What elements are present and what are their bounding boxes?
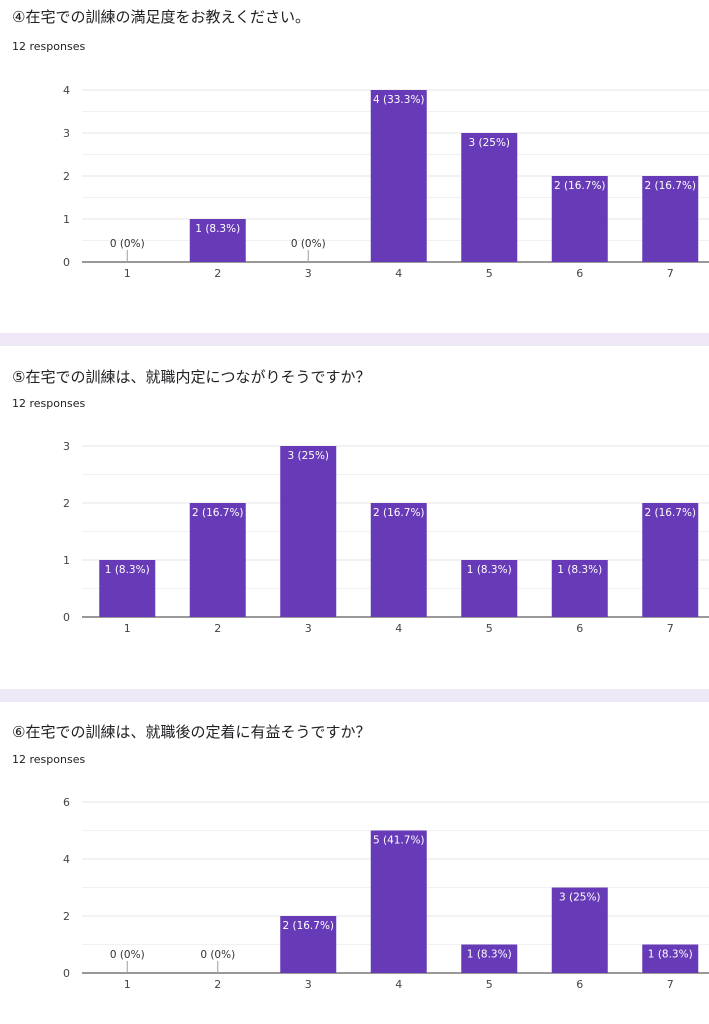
chart-q4: 0 1 2 3 4 0 (0%) 1 1 (8.3%) 2 0 (0%) 3 4 (33.3%) 4 3 … <box>63 84 709 280</box>
x-tick-label: 7 <box>667 978 674 991</box>
x-tick-label: 3 <box>305 622 312 635</box>
data-label: 0 (0%) <box>291 238 326 250</box>
bar <box>370 503 427 617</box>
y-tick-label: 4 <box>63 853 70 866</box>
y-tick-label: 3 <box>63 440 70 453</box>
data-label: 0 (0%) <box>200 949 235 961</box>
y-tick-label: 0 <box>63 967 70 980</box>
data-label: 2 (16.7%) <box>554 180 606 192</box>
x-tick-label: 4 <box>395 978 402 991</box>
data-label: 2 (16.7%) <box>644 507 696 519</box>
data-label: 4 (33.3%) <box>373 94 425 106</box>
x-tick-label: 4 <box>395 622 402 635</box>
data-label: 2 (16.7%) <box>373 507 425 519</box>
bar <box>551 176 608 262</box>
y-tick-label: 4 <box>63 84 70 97</box>
y-tick-label: 3 <box>63 127 70 140</box>
bar <box>461 133 518 262</box>
question-title: ⑤在宅での訓練は、就職内定につながりそうですか？ <box>12 368 371 386</box>
bar <box>99 560 156 617</box>
x-tick-label: 6 <box>576 978 583 991</box>
x-tick-label: 5 <box>486 978 493 991</box>
data-label: 1 (8.3%) <box>195 223 240 235</box>
y-tick-label: 2 <box>63 170 70 183</box>
x-tick-label: 4 <box>395 267 402 280</box>
data-label: 3 (25%) <box>559 892 601 904</box>
question-card-5: 0 1 2 3 1 (8.3%) 1 2 (16.7%) 2 3 (25%) 3 2 (16.7%)… <box>0 346 709 689</box>
bar <box>189 219 246 262</box>
x-tick-label: 6 <box>576 267 583 280</box>
question-card-4: 0 1 2 3 4 0 (0%) 1 1 (8.3%) 2 0 (0%) 3 4 (33.3%) 4 3 … <box>0 0 709 333</box>
x-tick-label: 5 <box>486 267 493 280</box>
response-count: 12 responses <box>12 40 86 53</box>
bar <box>370 830 427 973</box>
x-tick-label: 2 <box>214 267 221 280</box>
bar <box>642 944 699 973</box>
bar <box>551 887 608 973</box>
data-label: 2 (16.7%) <box>644 180 696 192</box>
bar <box>642 176 699 262</box>
data-label: 1 (8.3%) <box>105 564 150 576</box>
chart-q6: 0 2 4 6 0 (0%) 1 0 (0%) 2 2 (16.7%) 3 5 (41.7%) 4 1 … <box>63 796 709 991</box>
response-count: 12 responses <box>12 753 86 766</box>
data-label: 1 (8.3%) <box>557 564 602 576</box>
bar <box>370 90 427 262</box>
bar <box>642 503 699 617</box>
y-tick-label: 2 <box>63 497 70 510</box>
x-tick-label: 5 <box>486 622 493 635</box>
y-tick-label: 0 <box>63 611 70 624</box>
bar <box>280 446 337 617</box>
bar <box>461 944 518 973</box>
bar <box>189 503 246 617</box>
data-label: 2 (16.7%) <box>282 920 334 932</box>
response-count: 12 responses <box>12 397 86 410</box>
data-label: 5 (41.7%) <box>373 835 425 847</box>
y-tick-label: 0 <box>63 256 70 269</box>
data-label: 2 (16.7%) <box>192 507 244 519</box>
data-label: 3 (25%) <box>468 137 510 149</box>
x-tick-label: 6 <box>576 622 583 635</box>
x-tick-label: 2 <box>214 978 221 991</box>
data-label: 1 (8.3%) <box>467 949 512 961</box>
y-tick-label: 1 <box>63 213 70 226</box>
x-tick-label: 7 <box>667 267 674 280</box>
x-tick-label: 1 <box>124 267 131 280</box>
bar <box>551 560 608 617</box>
data-label: 0 (0%) <box>110 949 145 961</box>
chart-q5: 0 1 2 3 1 (8.3%) 1 2 (16.7%) 2 3 (25%) 3 2 (16.7%)… <box>63 440 709 635</box>
y-tick-label: 6 <box>63 796 70 809</box>
bar <box>461 560 518 617</box>
section-separator <box>0 333 709 346</box>
question-card-6: 0 2 4 6 0 (0%) 1 0 (0%) 2 2 (16.7%) 3 5 (41.7%) 4 1 … <box>0 702 709 1024</box>
question-title: ⑥在宅での訓練は、就職後の定着に有益そうですか？ <box>12 723 371 741</box>
question-title: ④在宅での訓練の満足度をお教えください。 <box>12 8 310 26</box>
data-label: 3 (25%) <box>287 450 329 462</box>
section-separator <box>0 689 709 702</box>
x-tick-label: 3 <box>305 978 312 991</box>
x-tick-label: 2 <box>214 622 221 635</box>
bar <box>280 916 337 973</box>
y-tick-label: 2 <box>63 910 70 923</box>
data-label: 1 (8.3%) <box>648 949 693 961</box>
x-tick-label: 1 <box>124 622 131 635</box>
data-label: 1 (8.3%) <box>467 564 512 576</box>
x-tick-label: 3 <box>305 267 312 280</box>
y-tick-label: 1 <box>63 554 70 567</box>
x-tick-label: 7 <box>667 622 674 635</box>
data-label: 0 (0%) <box>110 238 145 250</box>
x-tick-label: 1 <box>124 978 131 991</box>
